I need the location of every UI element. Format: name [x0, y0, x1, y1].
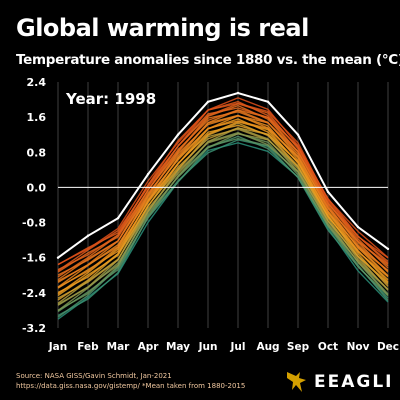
page-title: Global warming is real [16, 14, 309, 42]
data-point [56, 256, 60, 259]
data-point [86, 234, 90, 237]
brand-name: EEAGLI [314, 372, 394, 392]
x-tick-label: Mar [107, 341, 131, 353]
y-tick-label: 2.4 [27, 76, 47, 89]
source-line-1: Source: NASA GISS/Gavin Schmidt, Jan-202… [16, 372, 172, 380]
x-tick-label: Oct [318, 341, 338, 353]
x-tick-label: May [166, 341, 190, 353]
band-year-line [57, 109, 389, 276]
data-point [266, 100, 270, 103]
data-point [206, 100, 210, 103]
y-tick-label: 0.8 [27, 146, 47, 159]
band-year-line [57, 132, 389, 311]
y-tick-label: -2.4 [22, 287, 46, 300]
band-year-line [57, 100, 389, 272]
year-annotation: Year: 1998 [65, 90, 156, 108]
band-year-line [57, 137, 389, 313]
band-year-line [57, 115, 389, 289]
data-point [326, 190, 330, 194]
x-tick-label: Jan [48, 341, 67, 353]
data-point [146, 173, 150, 176]
page-subtitle: Temperature anomalies since 1880 vs. the… [16, 52, 400, 68]
band-year-line [57, 115, 389, 282]
x-tick-label: Dec [377, 341, 399, 353]
band-year-line [57, 142, 389, 320]
x-tick-label: Sep [287, 341, 310, 353]
brand-logo: EEAGLI [286, 370, 394, 394]
data-point [236, 91, 240, 95]
series-line-highlight [57, 91, 389, 259]
x-tick-label: Feb [77, 341, 99, 353]
data-point [296, 133, 300, 136]
band-year-line [57, 102, 389, 266]
x-tick-label: Nov [347, 341, 370, 353]
source-line-2: https://data.giss.nasa.gov/gistemp/ *Mea… [16, 381, 246, 390]
band-year-line [57, 132, 389, 306]
y-tick-label: 1.6 [27, 111, 47, 124]
band-year-line [57, 103, 389, 271]
band-year-line [57, 139, 389, 317]
y-tick-label: -3.2 [22, 322, 46, 335]
band-year-line [57, 97, 389, 266]
data-point [116, 216, 120, 220]
y-tick-label: -1.6 [22, 252, 46, 265]
band-year-line [57, 127, 389, 299]
eagle-icon [287, 372, 306, 392]
data-point [386, 247, 390, 251]
band-year-line [57, 114, 389, 288]
source-note: Source: NASA GISS/Gavin Schmidt, Jan-202… [16, 372, 245, 391]
y-tick-label: 0.0 [27, 181, 47, 194]
band-year-line [57, 121, 389, 294]
data-point [356, 225, 360, 229]
y-tick-label: -0.8 [22, 217, 46, 230]
x-tick-label: Apr [138, 341, 160, 353]
data-point [176, 133, 180, 136]
x-tick-label: Jul [230, 341, 246, 353]
x-tick-label: Jun [198, 341, 218, 353]
x-tick-label: Aug [256, 341, 279, 353]
band-year-line [57, 120, 389, 289]
